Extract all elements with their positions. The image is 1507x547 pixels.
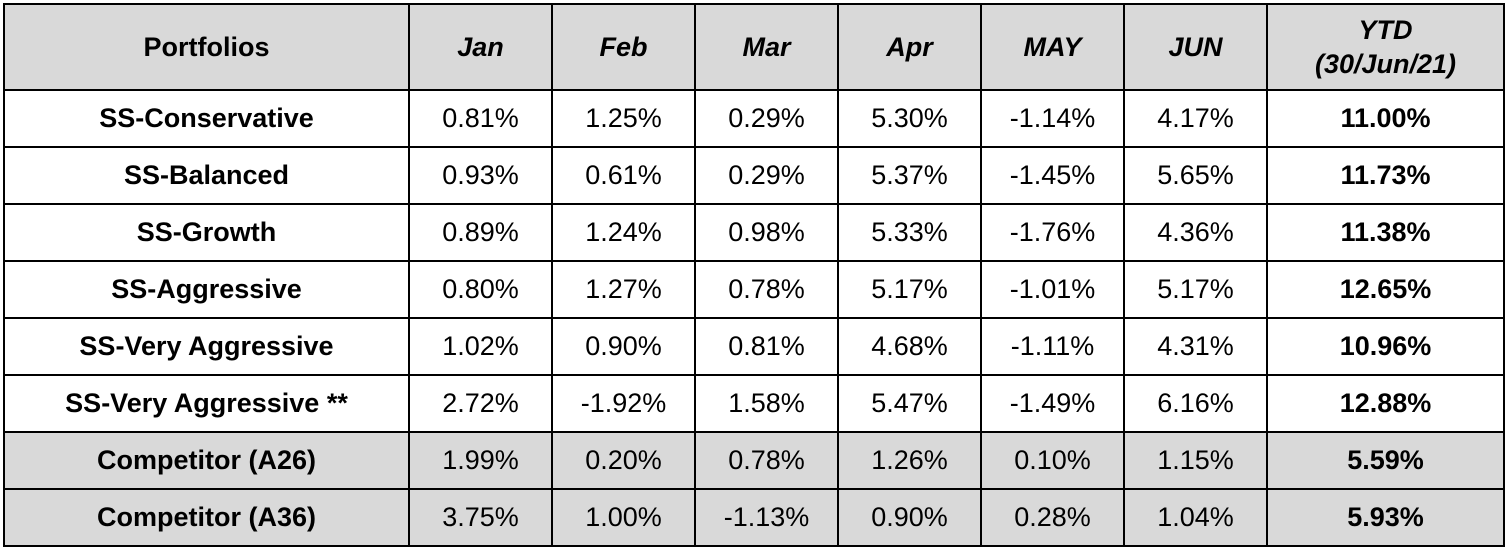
ytd-return-cell: 5.59% — [1266, 431, 1505, 490]
monthly-return-cell: -1.45% — [980, 146, 1125, 205]
monthly-return-cell: -1.92% — [551, 374, 696, 433]
monthly-return-cell: 0.98% — [694, 203, 839, 262]
monthly-return-cell: -1.11% — [980, 317, 1125, 376]
monthly-return-cell: 0.28% — [980, 488, 1125, 547]
ytd-return-cell: 11.38% — [1266, 203, 1505, 262]
monthly-return-cell: -1.14% — [980, 89, 1125, 148]
monthly-return-cell: 4.31% — [1123, 317, 1268, 376]
portfolio-name: SS-Balanced — [3, 146, 410, 205]
monthly-return-cell: 0.29% — [694, 89, 839, 148]
monthly-return-cell: 4.17% — [1123, 89, 1268, 148]
monthly-return-cell: 5.33% — [837, 203, 982, 262]
portfolio-name: SS-Conservative — [3, 89, 410, 148]
monthly-return-cell: 0.93% — [408, 146, 553, 205]
monthly-return-cell: 1.15% — [1123, 431, 1268, 490]
monthly-return-cell: -1.49% — [980, 374, 1125, 433]
header-mar: Mar — [694, 3, 839, 91]
monthly-return-cell: -1.76% — [980, 203, 1125, 262]
header-may: MAY — [980, 3, 1125, 91]
portfolio-name: SS-Growth — [3, 203, 410, 262]
header-ytd-label: YTD — [1358, 15, 1413, 45]
monthly-return-cell: 5.17% — [837, 260, 982, 319]
monthly-return-cell: 1.24% — [551, 203, 696, 262]
portfolio-name: Competitor (A36) — [3, 488, 410, 547]
monthly-return-cell: 4.68% — [837, 317, 982, 376]
monthly-return-cell: 5.47% — [837, 374, 982, 433]
monthly-return-cell: 0.80% — [408, 260, 553, 319]
monthly-return-cell: -1.13% — [694, 488, 839, 547]
monthly-return-cell: 1.27% — [551, 260, 696, 319]
header-feb: Feb — [551, 3, 696, 91]
ytd-return-cell: 11.73% — [1266, 146, 1505, 205]
monthly-return-cell: 0.20% — [551, 431, 696, 490]
monthly-return-cell: 1.00% — [551, 488, 696, 547]
monthly-return-cell: 1.99% — [408, 431, 553, 490]
ytd-return-cell: 12.65% — [1266, 260, 1505, 319]
portfolio-name: Competitor (A26) — [3, 431, 410, 490]
ytd-return-cell: 12.88% — [1266, 374, 1505, 433]
portfolio-name: SS-Very Aggressive ** — [3, 374, 410, 433]
ytd-return-cell: 10.96% — [1266, 317, 1505, 376]
header-row: Portfolios Jan Feb Mar Apr MAY JUN YTD (… — [3, 3, 1505, 91]
header-ytd: YTD (30/Jun/21) — [1266, 3, 1505, 91]
portfolio-name: SS-Very Aggressive — [3, 317, 410, 376]
monthly-return-cell: 4.36% — [1123, 203, 1268, 262]
header-jun: JUN — [1123, 3, 1268, 91]
monthly-return-cell: 0.78% — [694, 431, 839, 490]
table-row: SS-Conservative 0.81% 1.25% 0.29% 5.30% -1.14… — [3, 89, 1505, 148]
monthly-return-cell: 5.37% — [837, 146, 982, 205]
monthly-return-cell: 1.26% — [837, 431, 982, 490]
monthly-return-cell: 0.29% — [694, 146, 839, 205]
monthly-return-cell: 1.04% — [1123, 488, 1268, 547]
table-row: Competitor (A36) 3.75% 1.00% -1.13% 0.90% 0.2… — [3, 488, 1505, 547]
monthly-return-cell: 1.02% — [408, 317, 553, 376]
monthly-return-cell: 0.89% — [408, 203, 553, 262]
monthly-return-cell: 0.90% — [551, 317, 696, 376]
monthly-return-cell: 2.72% — [408, 374, 553, 433]
header-apr: Apr — [837, 3, 982, 91]
monthly-return-cell: 0.78% — [694, 260, 839, 319]
header-portfolios: Portfolios — [3, 3, 410, 91]
table-row: SS-Very Aggressive ** 2.72% -1.92% 1.58% 5.4… — [3, 374, 1505, 433]
monthly-return-cell: 5.30% — [837, 89, 982, 148]
monthly-return-cell: 0.81% — [694, 317, 839, 376]
table-row: Competitor (A26) 1.99% 0.20% 0.78% 1.26% 0.10… — [3, 431, 1505, 490]
portfolio-name: SS-Aggressive — [3, 260, 410, 319]
monthly-return-cell: 1.25% — [551, 89, 696, 148]
monthly-return-cell: 0.90% — [837, 488, 982, 547]
ytd-return-cell: 5.93% — [1266, 488, 1505, 547]
portfolio-returns-table: Portfolios Jan Feb Mar Apr MAY JUN YTD (… — [3, 3, 1505, 547]
monthly-return-cell: 0.10% — [980, 431, 1125, 490]
monthly-return-cell: 0.81% — [408, 89, 553, 148]
monthly-return-cell: 3.75% — [408, 488, 553, 547]
monthly-return-cell: 0.61% — [551, 146, 696, 205]
monthly-return-cell: -1.01% — [980, 260, 1125, 319]
table-row: SS-Growth 0.89% 1.24% 0.98% 5.33% -1.76% 4.36%… — [3, 203, 1505, 262]
ytd-return-cell: 11.00% — [1266, 89, 1505, 148]
header-jan: Jan — [408, 3, 553, 91]
monthly-return-cell: 1.58% — [694, 374, 839, 433]
monthly-return-cell: 5.17% — [1123, 260, 1268, 319]
table-row: SS-Very Aggressive 1.02% 0.90% 0.81% 4.68% -1… — [3, 317, 1505, 376]
header-ytd-date: (30/Jun/21) — [1314, 49, 1457, 79]
table-row: SS-Balanced 0.93% 0.61% 0.29% 5.37% -1.45% 5.6… — [3, 146, 1505, 205]
monthly-return-cell: 6.16% — [1123, 374, 1268, 433]
monthly-return-cell: 5.65% — [1123, 146, 1268, 205]
table-row: SS-Aggressive 0.80% 1.27% 0.78% 5.17% -1.01% 5… — [3, 260, 1505, 319]
